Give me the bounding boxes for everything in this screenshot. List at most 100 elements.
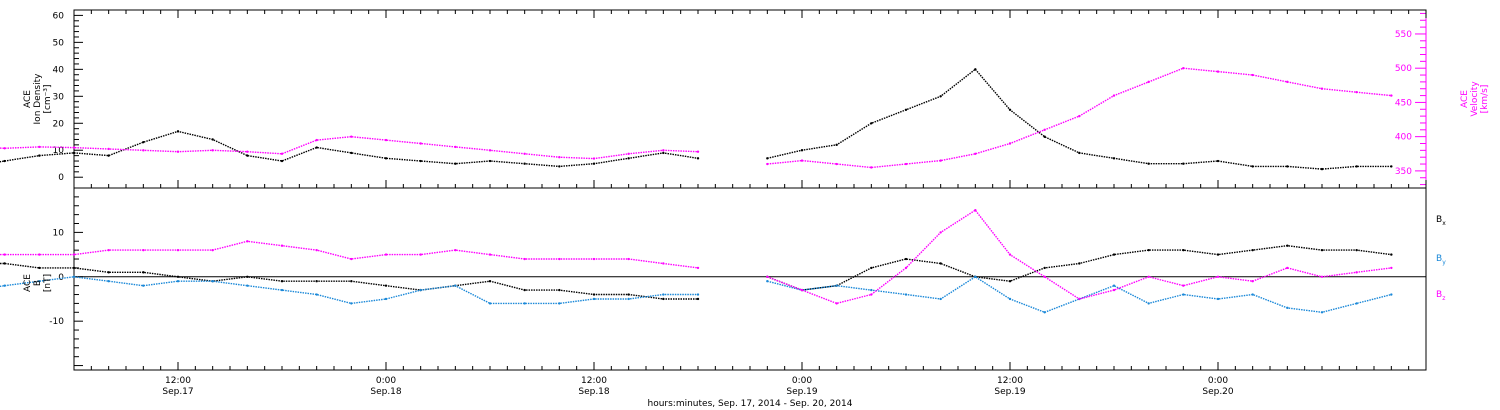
svg-text:Bz: Bz bbox=[1436, 290, 1445, 302]
bx-point bbox=[627, 293, 630, 296]
date-tick-label: Sep.18 bbox=[370, 387, 402, 397]
by-point bbox=[627, 297, 630, 301]
velocity-point bbox=[1390, 94, 1393, 97]
density-tick-label: 20 bbox=[53, 119, 65, 129]
time-axis: 12:00Sep.170:00Sep.1812:00Sep.180:00Sep.… bbox=[73, 10, 1427, 397]
velocity-point bbox=[1251, 73, 1254, 77]
velocity-point bbox=[315, 138, 318, 142]
bz-point bbox=[974, 208, 977, 212]
velocity-point bbox=[558, 155, 561, 159]
density-point bbox=[1390, 165, 1393, 168]
velocity-point bbox=[350, 135, 353, 138]
bx-point bbox=[696, 297, 700, 301]
velocity-point bbox=[1216, 70, 1220, 73]
by-point bbox=[766, 280, 769, 283]
by-point bbox=[558, 302, 561, 305]
velocity-point bbox=[1320, 87, 1324, 90]
by-point bbox=[1043, 311, 1046, 314]
bz-point bbox=[280, 244, 284, 247]
bx-point bbox=[1078, 262, 1081, 265]
density-tick-label: 60 bbox=[53, 11, 65, 21]
velocity-tick-label: 350 bbox=[1395, 167, 1412, 177]
velocity-tick-label: 500 bbox=[1395, 64, 1412, 74]
bfield-tick-label: -10 bbox=[49, 317, 64, 327]
density-point bbox=[488, 159, 492, 163]
bx-point bbox=[1390, 253, 1393, 256]
bfield-ylabel-line2: B bbox=[33, 280, 43, 286]
velocity-point bbox=[592, 157, 596, 160]
density-ylabel-line3: [cm⁻³] bbox=[43, 84, 53, 113]
density-point bbox=[1043, 135, 1046, 138]
date-tick-label: Sep.20 bbox=[1202, 387, 1234, 397]
velocity-point bbox=[1008, 142, 1012, 145]
by-point bbox=[592, 297, 596, 301]
density-tick-label: 10 bbox=[53, 146, 65, 156]
density-point bbox=[696, 157, 700, 160]
bz-point bbox=[1286, 266, 1289, 270]
by-point bbox=[246, 284, 249, 287]
time-tick-label: 0:00 bbox=[792, 376, 812, 386]
svg-text:Bx: Bx bbox=[1436, 215, 1446, 227]
bx-point bbox=[523, 288, 526, 292]
velocity-point bbox=[800, 159, 804, 162]
density-point bbox=[1147, 162, 1150, 165]
date-tick-label: Sep.18 bbox=[578, 387, 610, 397]
density-tick-label: 30 bbox=[53, 92, 65, 102]
bx-point bbox=[1286, 244, 1289, 247]
bx-point bbox=[870, 266, 873, 270]
bz-point bbox=[870, 293, 873, 296]
velocity-point bbox=[1355, 90, 1358, 94]
bz-point bbox=[662, 262, 665, 265]
density-point bbox=[176, 130, 180, 133]
bz-point bbox=[1182, 284, 1185, 287]
bx-point bbox=[384, 284, 388, 287]
density-point bbox=[38, 154, 41, 157]
bz-point bbox=[523, 257, 526, 261]
bz-point bbox=[350, 257, 353, 261]
by-point bbox=[350, 302, 353, 305]
by-point bbox=[1182, 293, 1185, 296]
magnetic-field-data bbox=[0, 208, 1393, 314]
density-ylabel-line1: ACE bbox=[23, 90, 33, 108]
density-point bbox=[384, 157, 388, 160]
density-point bbox=[246, 154, 249, 157]
density-point bbox=[280, 159, 284, 163]
velocity-point bbox=[1078, 114, 1081, 118]
density-trace bbox=[0, 130, 699, 168]
by-point bbox=[454, 284, 457, 287]
velocity-ylabel-line1: ACE bbox=[1460, 90, 1470, 108]
bz-point bbox=[384, 253, 388, 256]
bz-point bbox=[488, 253, 492, 256]
density-point bbox=[72, 151, 76, 155]
bz-point bbox=[142, 248, 145, 252]
bz-point bbox=[246, 240, 249, 243]
bz-point bbox=[835, 302, 838, 305]
velocity-point bbox=[870, 166, 873, 169]
velocity-point bbox=[384, 138, 388, 142]
bz-point bbox=[904, 266, 908, 270]
by-trace bbox=[767, 276, 1392, 313]
bz-point bbox=[1043, 275, 1046, 278]
by-point bbox=[280, 288, 284, 292]
density-tick-label: 40 bbox=[53, 65, 65, 75]
velocity-point bbox=[766, 162, 769, 166]
bz-point bbox=[1251, 280, 1254, 283]
bz-point bbox=[3, 253, 6, 256]
velocity-point bbox=[454, 145, 457, 149]
by-point bbox=[696, 293, 700, 296]
by-point bbox=[870, 288, 873, 292]
velocity-tick-label: 550 bbox=[1395, 30, 1412, 40]
density-point bbox=[904, 108, 908, 111]
magnetic-field-panel-frame bbox=[73, 187, 1427, 371]
bz-point bbox=[1355, 271, 1358, 274]
bx-point bbox=[107, 271, 110, 274]
velocity-ylabel-line2: Velocity bbox=[1470, 81, 1480, 117]
density-point bbox=[419, 159, 422, 163]
date-tick-label: Sep.17 bbox=[162, 387, 193, 397]
bx-point bbox=[1147, 248, 1150, 252]
by-point bbox=[488, 302, 492, 305]
bx-point bbox=[246, 275, 249, 278]
bz-point bbox=[1320, 275, 1324, 278]
velocity-point bbox=[211, 149, 214, 152]
